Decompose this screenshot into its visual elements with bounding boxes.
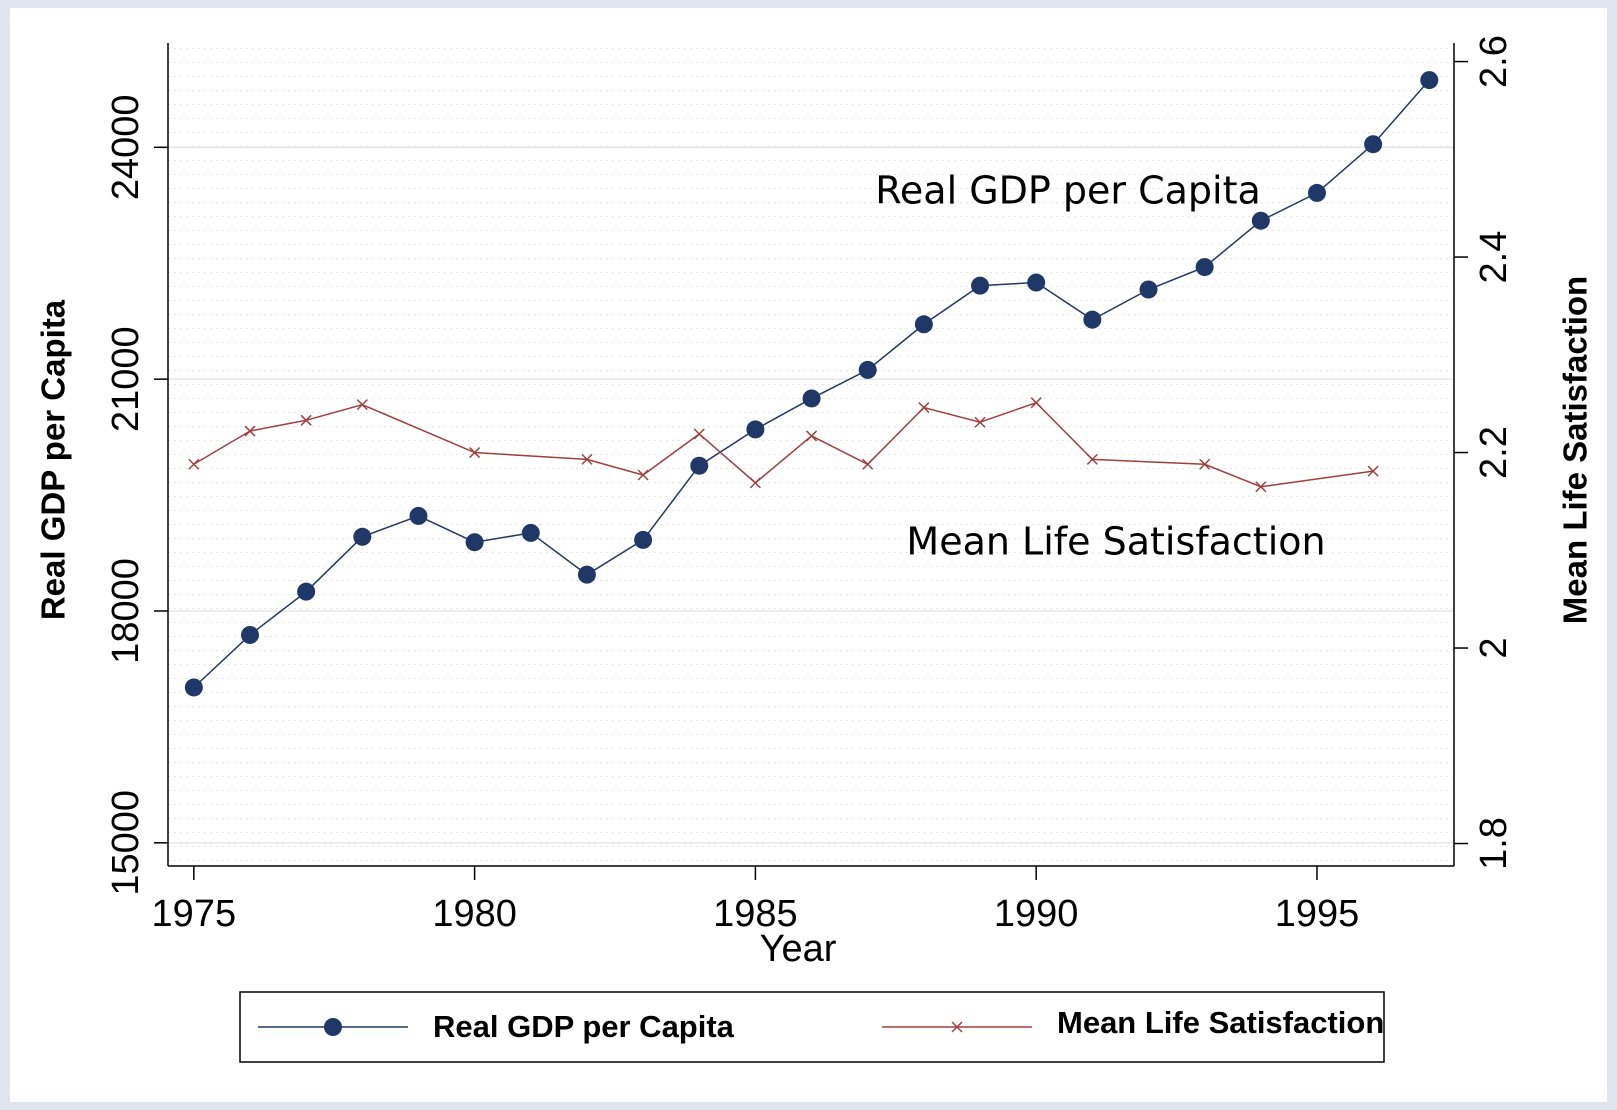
data-point [300,414,312,426]
y2-tick-label: 2 [1473,637,1515,658]
y-tick-label: 24000 [105,94,147,200]
data-point [1255,481,1267,493]
x-tick-label: 1995 [1275,893,1360,935]
data-point [1086,453,1098,465]
data-point [1307,183,1326,202]
data-point [240,625,259,644]
data-point [862,458,874,470]
data-point [693,428,705,440]
data-point [297,582,316,601]
data-point [1030,397,1042,409]
data-point [802,389,821,408]
data-point [353,527,372,546]
legend-label: Real GDP per Capita [433,1009,735,1044]
x-tick-label: 1990 [994,893,1079,935]
x-axis-title: Year [760,928,837,970]
data-point [356,399,368,411]
legend-box [239,991,1385,1063]
legend: Real GDP per Capita Mean Life Satisfactio… [258,1005,1384,1044]
y-axis-title: Real GDP per Capita [35,299,72,620]
x-tick-label: 1980 [432,893,517,935]
data-point [1199,458,1211,470]
y-tick-label: 15000 [105,790,147,896]
y2-tick-label: 2.2 [1473,426,1515,479]
data-point [690,456,709,475]
data-point [1027,273,1046,292]
series-line [193,401,1374,488]
data-point [974,416,986,428]
annotation: Real GDP per Capita [875,169,1261,213]
y2-tick-label: 1.8 [1473,817,1515,870]
data-point [749,477,761,489]
data-point [521,523,540,542]
data-point [409,506,428,525]
y2-tick-label: 2.4 [1473,231,1515,284]
data-point [581,453,593,465]
legend-marker [951,1021,963,1033]
data-point [637,469,649,481]
data-point [188,458,200,470]
x-tick-label: 1975 [152,893,237,935]
y2-axis-title: Mean Life Satisfaction [1557,276,1594,624]
data-point [469,447,481,459]
data-point [858,360,877,379]
data-point [634,530,653,549]
data-point [971,276,990,295]
plot-background [168,43,1454,866]
y-tick-label: 21000 [105,326,147,432]
y-tick-label: 18000 [105,558,147,664]
data-point [1139,280,1158,299]
legend-marker [324,1018,342,1036]
data-point [1083,310,1102,329]
data-point [1251,211,1270,230]
data-point [577,565,596,584]
annotation: Mean Life Satisfaction [906,520,1325,564]
y2-tick-label: 2.6 [1473,35,1515,88]
data-point [1420,71,1439,90]
data-point [914,315,933,334]
data-point [806,430,818,442]
x-tick-label: 1985 [713,893,798,935]
data-point [918,402,930,414]
data-point [746,420,765,439]
data-point [465,533,484,552]
legend-label: Mean Life Satisfaction [1057,1005,1384,1040]
data-point [244,425,256,437]
data-point [184,678,203,697]
data-point [1367,465,1379,477]
data-point [1364,135,1383,154]
data-point [1195,258,1214,277]
